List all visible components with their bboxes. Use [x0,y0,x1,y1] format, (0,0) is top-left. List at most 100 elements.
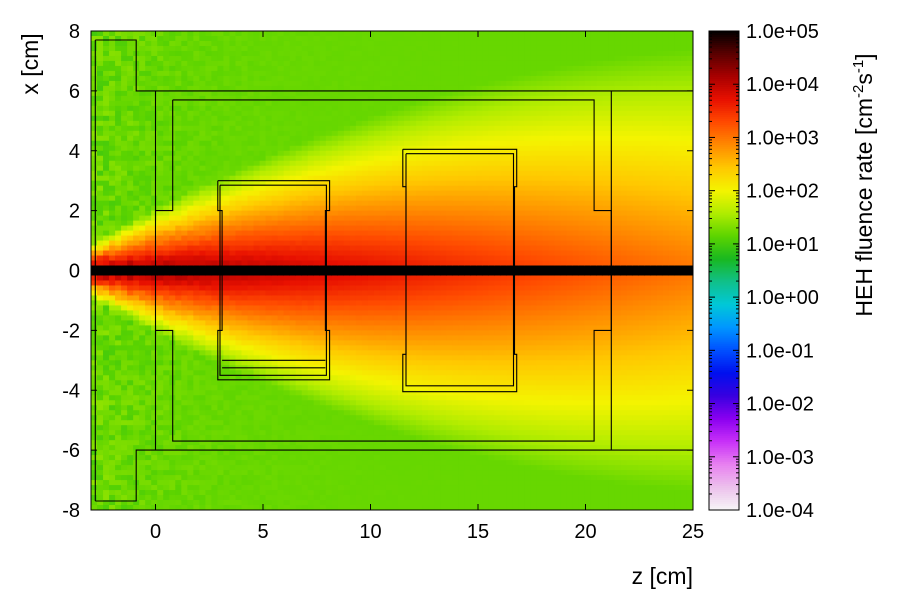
heatmap-cell [187,295,194,302]
heatmap-cell [343,415,351,421]
heatmap-cell [325,390,333,396]
heatmap-cell [398,270,405,277]
heatmap-cell [217,425,225,431]
heatmap-cell [271,190,279,197]
heatmap-cell [379,125,387,132]
heatmap-cell [121,285,128,292]
heatmap-cell [398,210,405,217]
heatmap-cell [205,175,212,182]
heatmap-cell [139,445,146,451]
heatmap-cell [373,210,381,217]
heatmap-cell [181,75,188,82]
heatmap-cell [211,205,219,212]
heatmap-cell [109,115,116,122]
heatmap-cell [379,205,387,212]
heatmap-cell [187,430,194,436]
heatmap-cell [97,115,104,122]
heatmap-cell [121,105,128,112]
heatmap-cell [211,155,219,162]
heatmap-cell [91,475,98,481]
heatmap-cell [265,430,273,436]
heatmap-cell [193,360,200,366]
heatmap-cell [283,55,291,62]
heatmap-cell [331,210,339,217]
heatmap-cell [283,490,291,496]
heatmap-cell [307,210,315,217]
heatmap-cell [247,280,255,287]
heatmap-cell [265,90,273,97]
heatmap-cell [259,50,267,57]
heatmap-cell [181,85,188,92]
heatmap-cell [133,270,140,277]
heatmap-cell [235,445,243,451]
heatmap-cell [205,115,212,122]
heatmap-cell [331,150,339,157]
heatmap-cell [133,430,140,436]
heatmap-cell [331,470,339,476]
heatmap-cell [133,375,140,381]
heatmap-cell [199,250,206,257]
heatmap-cell [91,245,98,252]
heatmap-cell [175,285,182,292]
heatmap-cell [349,295,357,302]
heatmap-cell [319,240,327,247]
heatmap-cell [97,145,104,152]
heatmap-cell [151,145,158,152]
heatmap-cell [289,260,297,267]
heatmap-cell [193,175,200,182]
heatmap-cell [97,355,104,361]
heatmap-cell [271,75,279,82]
heatmap-cell [235,50,243,57]
heatmap-cell [157,120,164,127]
heatmap-cell [247,85,255,92]
heatmap-cell [223,310,231,317]
heatmap-cell [313,325,321,331]
heatmap-cell [337,240,345,247]
heatmap-cell [331,310,339,317]
heatmap-cell [229,225,237,232]
heatmap-cell [181,320,188,326]
heatmap-cell [97,220,104,227]
heatmap-cell [121,55,128,62]
heatmap-cell [247,340,255,346]
heatmap-cell [139,475,146,481]
heatmap-cell [133,135,140,142]
heatmap-cell [313,460,321,466]
heatmap-cell [139,155,146,162]
heatmap-cell [163,120,170,127]
heatmap-cell [307,485,315,491]
heatmap-cell [392,55,399,62]
heatmap-cell [277,220,285,227]
heatmap-cell [355,150,363,157]
heatmap-cell [319,465,327,471]
heatmap-cell [277,410,285,416]
heatmap-cell [355,50,363,57]
heatmap-cell [313,250,321,257]
heatmap-cell [259,140,267,147]
heatmap-cell [259,470,267,476]
heatmap-cell [265,360,273,366]
heatmap-cell [349,360,357,366]
heatmap-cell [325,490,333,496]
heatmap-cell [307,370,315,376]
heatmap-cell [199,475,206,481]
heatmap-cell [217,480,225,486]
heatmap-cell [127,255,134,262]
heatmap-cell [151,215,158,222]
heatmap-cell [121,425,128,431]
heatmap-cell [379,180,387,187]
heatmap-cell [392,480,399,486]
heatmap-cell [151,285,158,292]
heatmap-cell [313,465,321,471]
heatmap-cell [355,480,363,486]
heatmap-cell [235,240,243,247]
heatmap-cell [139,130,146,137]
heatmap-cell [199,295,206,302]
heatmap-cell [205,310,212,317]
heatmap-cell [301,275,309,282]
heatmap-cell [253,335,261,341]
heatmap-cell [139,140,146,147]
heatmap-cell [385,395,393,401]
heatmap-cell [271,485,279,491]
heatmap-cell [211,280,219,287]
